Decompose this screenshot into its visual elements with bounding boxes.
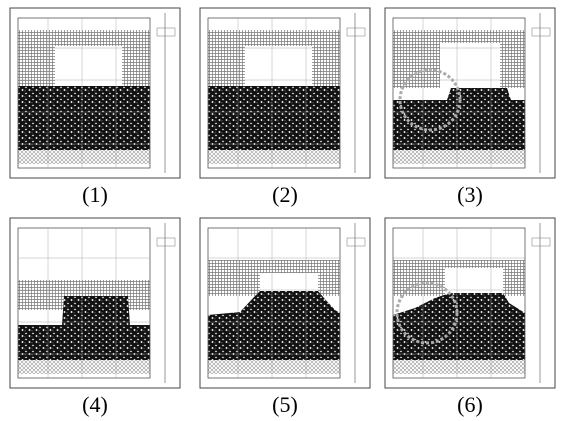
particles	[208, 86, 340, 150]
panel-caption: (1)	[82, 182, 108, 207]
panel-caption: (2)	[272, 182, 298, 207]
panel-caption: (4)	[82, 392, 108, 417]
base-layer	[18, 360, 150, 374]
panel	[10, 8, 180, 178]
panel	[200, 8, 370, 178]
notch	[445, 268, 503, 296]
panel-caption: (3)	[457, 182, 483, 207]
base-layer	[208, 360, 340, 374]
panel	[385, 218, 555, 388]
base-layer	[18, 150, 150, 164]
panel	[10, 218, 180, 388]
panel	[200, 218, 370, 388]
panel-caption: (5)	[272, 392, 298, 417]
base-layer	[393, 360, 525, 374]
panel-caption: (6)	[457, 392, 483, 417]
base-layer	[208, 150, 340, 164]
figure: (1) (2) (3) (4) (5) (6)	[0, 0, 568, 421]
panel	[385, 8, 555, 178]
particles	[18, 86, 150, 150]
base-layer	[393, 150, 525, 164]
